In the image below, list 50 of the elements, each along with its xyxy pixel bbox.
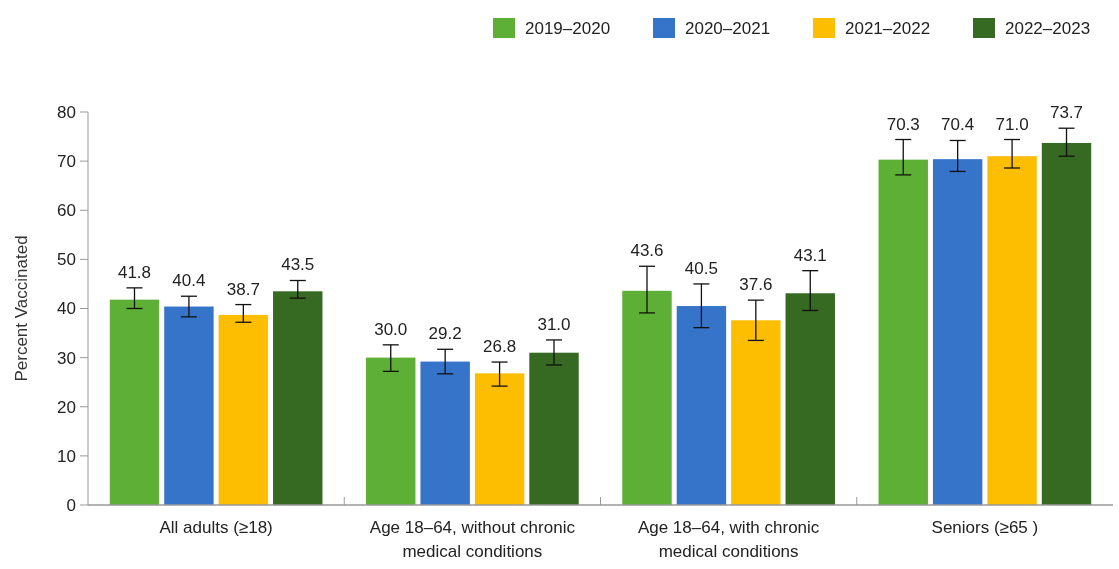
data-label: 43.1 [793,245,827,265]
bar [474,373,525,505]
data-label: 71.0 [995,114,1029,134]
data-label: 38.7 [226,279,260,299]
legend-label: 2020–2021 [685,18,771,38]
data-label: 43.6 [630,241,664,261]
y-tick-label: 60 [57,201,76,221]
bar [987,156,1037,505]
data-label: 73.7 [1049,103,1084,123]
data-label: 37.6 [739,275,773,295]
y-tick-label: 70 [57,152,76,172]
data-label: 29.2 [428,324,462,344]
y-tick-label: 0 [66,495,76,515]
bar [273,291,323,505]
data-label: 31.0 [537,314,571,334]
data-label: 30.0 [374,319,408,339]
legend-label: 2019–2020 [525,18,611,38]
x-tick-label: Age 18–64, with chronic medical conditions [637,518,820,561]
x-tick-label: Seniors (≥65 ) [931,518,1039,537]
bar [785,293,835,505]
bar [529,352,579,505]
bar [420,361,470,505]
x-tick-label: All adults (≥18) [159,518,273,537]
x-tick-label: Age 18–64, without chronic medical conditions [369,518,576,561]
y-axis-title: Percent Vaccinated [12,235,31,382]
bar [731,320,781,505]
data-label: 70.4 [941,115,975,135]
bar [164,306,214,505]
data-label: 40.4 [172,271,206,291]
data-label: 70.3 [886,114,920,134]
data-label: 26.8 [483,337,517,357]
bar [676,306,727,505]
bar [1041,142,1092,505]
legend-label: 2021–2022 [845,18,931,38]
legend-label: 2022–2023 [1005,18,1091,38]
bar [878,159,928,505]
bar [218,314,269,505]
bar [622,290,672,505]
data-label: 40.5 [684,258,718,278]
data-label: 43.5 [281,255,315,275]
y-tick-label: 50 [57,250,76,270]
y-tick-label: 30 [57,348,76,368]
y-tick-label: 10 [57,446,76,466]
y-tick-label: 40 [57,299,76,319]
bar [109,299,160,505]
data-label: 41.8 [117,262,152,282]
bar [932,159,983,505]
bar [366,357,416,505]
y-tick-label: 80 [57,102,76,122]
y-tick-label: 20 [57,397,76,417]
